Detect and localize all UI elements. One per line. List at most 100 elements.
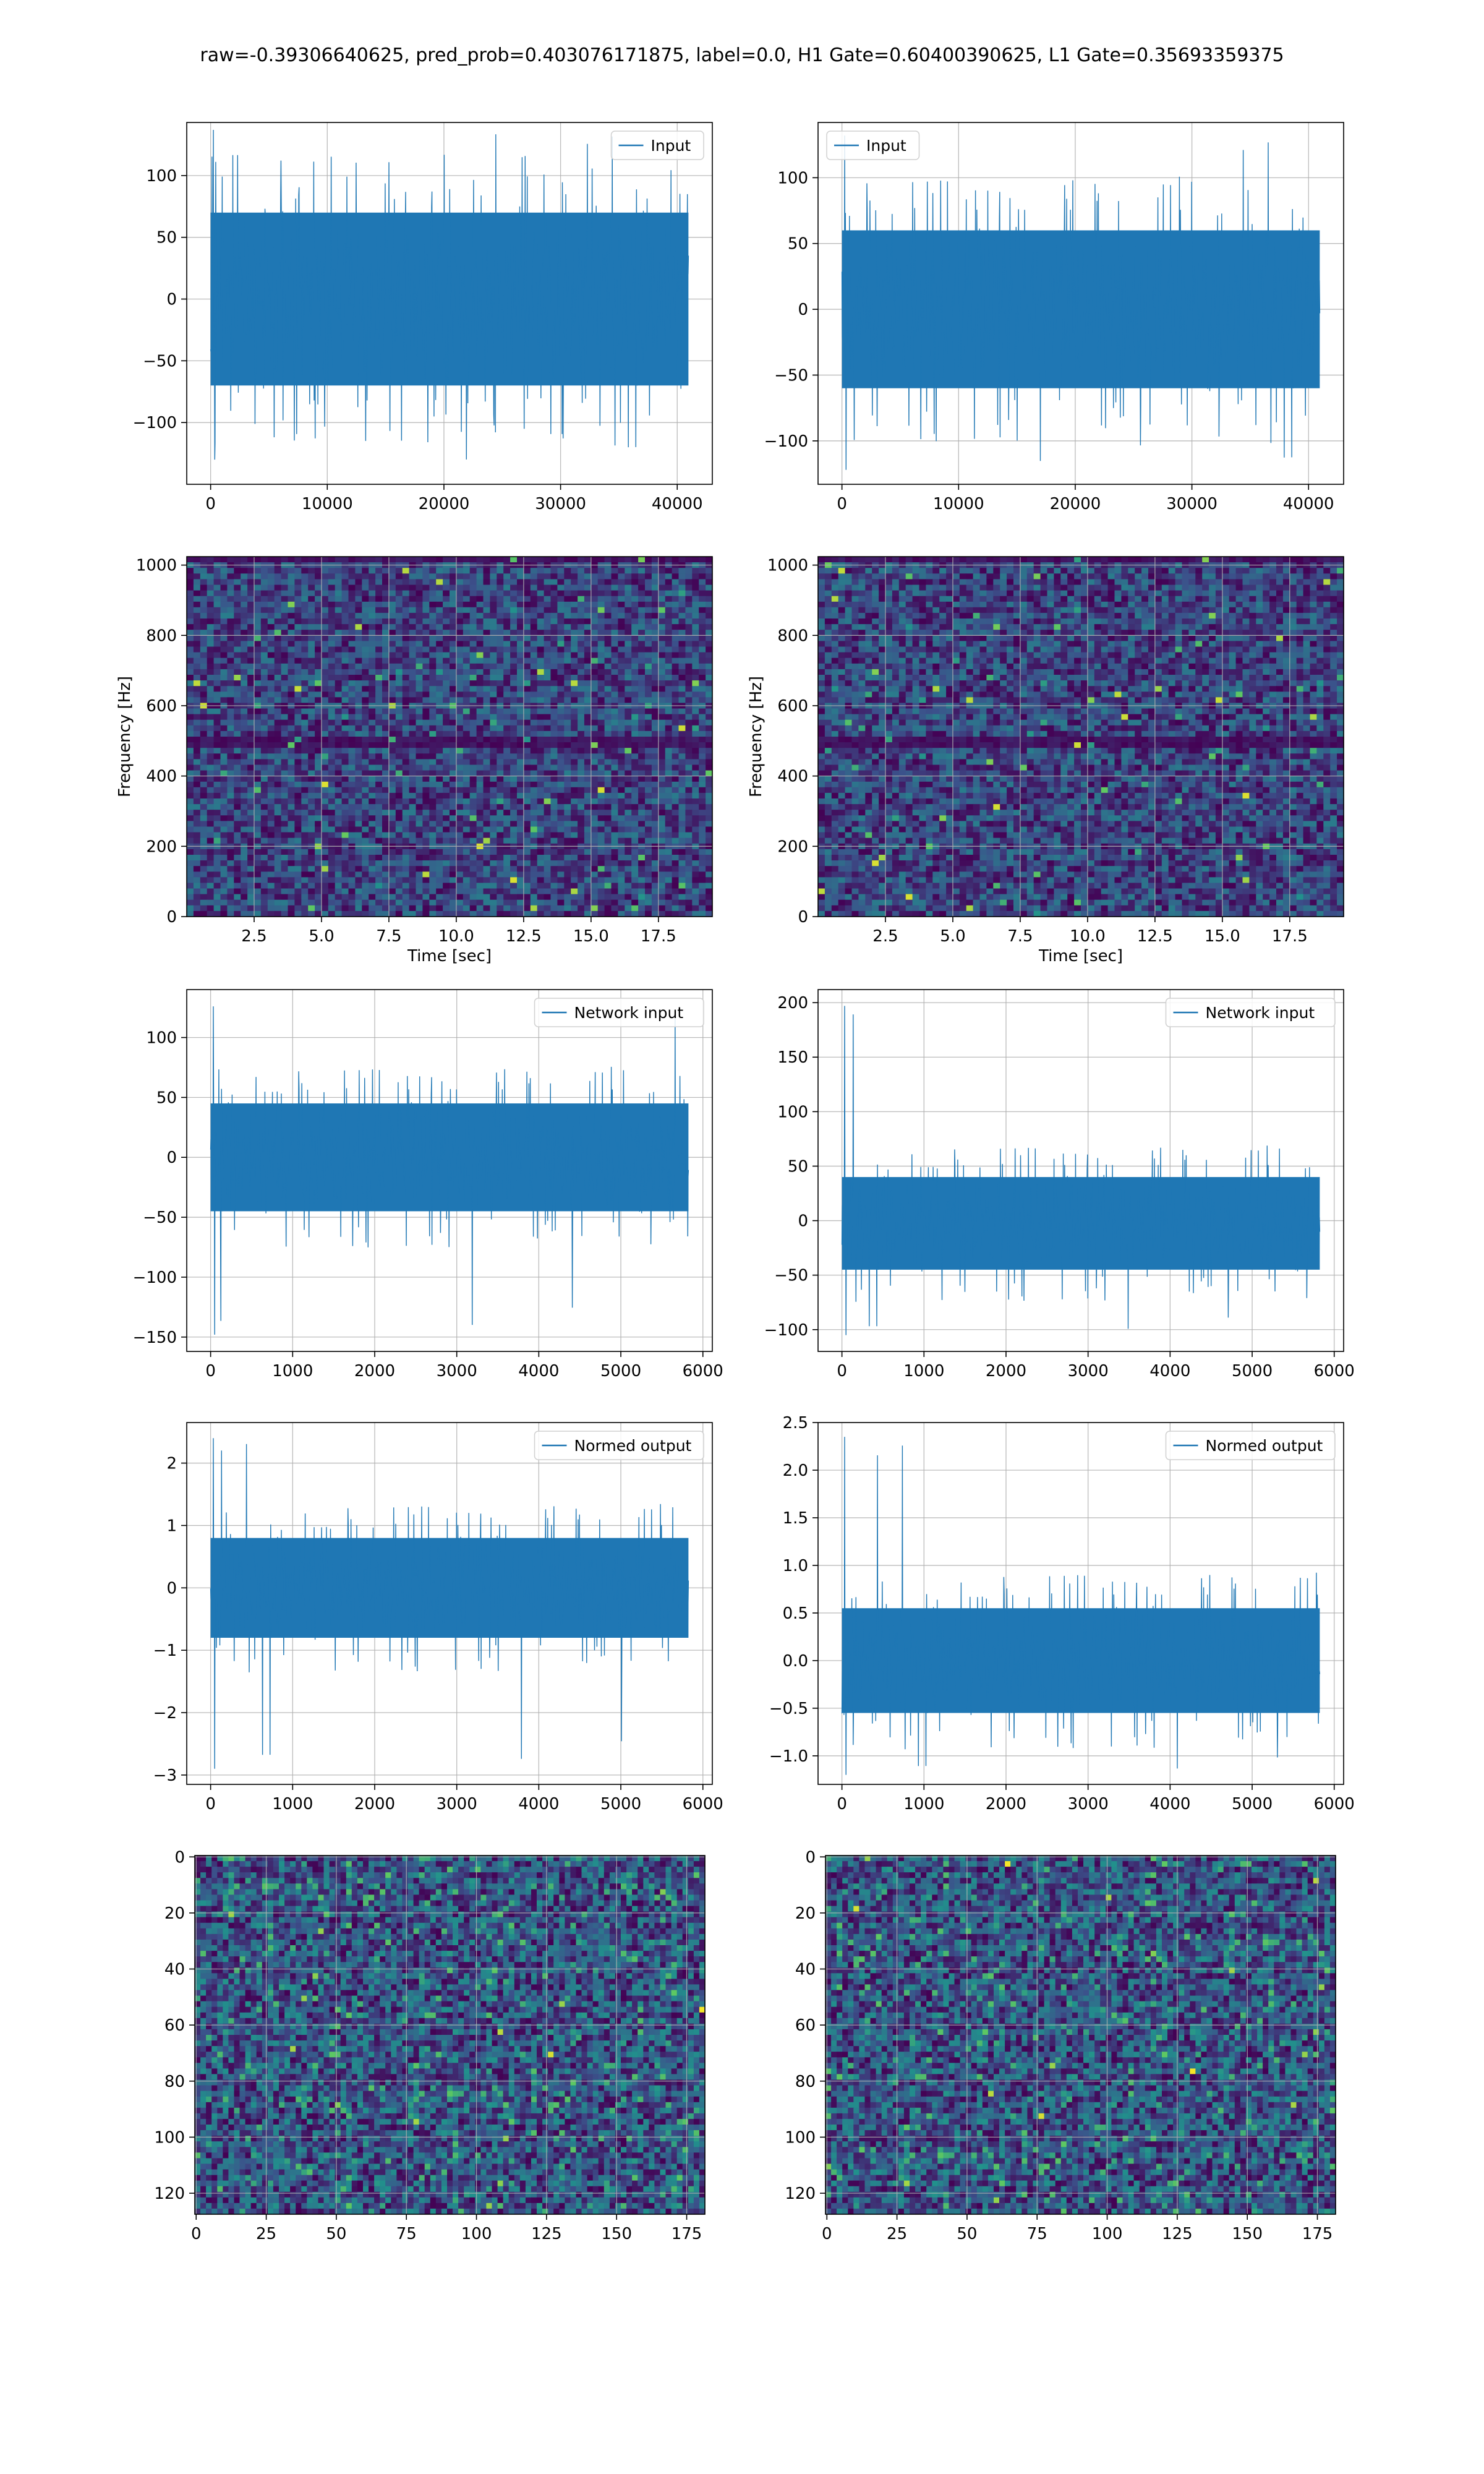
spectrogram-cell — [389, 815, 396, 821]
spectrogram-cell — [605, 900, 612, 906]
spectrogram-cell — [194, 557, 201, 563]
spectrogram-cell — [692, 866, 699, 872]
spectrogram-cell — [605, 748, 612, 754]
spectrogram-cell — [422, 568, 430, 574]
spectrogram-cell — [484, 877, 491, 883]
spectrogram-cell — [342, 759, 349, 765]
spectrogram-cell — [275, 709, 282, 715]
spectrogram-cell — [227, 635, 234, 641]
spectrogram-cell — [375, 855, 383, 861]
spectrogram-cell — [234, 771, 241, 777]
spectrogram-cell — [463, 664, 471, 670]
spectrogram-cell — [194, 737, 201, 743]
spectrogram-cell — [369, 624, 376, 630]
spectrogram-cell — [396, 787, 403, 794]
spectrogram-cell — [706, 849, 713, 855]
spectrogram-cell — [477, 753, 484, 760]
spectrogram-cell — [322, 658, 329, 664]
spectrogram-cell — [638, 641, 646, 647]
spectrogram-cell — [422, 596, 430, 602]
spectrogram-cell — [194, 613, 201, 619]
spectrogram-cell — [652, 798, 659, 805]
spectrogram-cell — [537, 647, 545, 653]
spectrogram-cell — [335, 680, 343, 687]
spectrogram-cell — [497, 860, 504, 867]
spectrogram-cell — [315, 866, 322, 872]
spectrogram-cell — [342, 714, 349, 721]
spectrogram-cell — [456, 680, 464, 687]
spectrogram-cell — [503, 883, 511, 889]
spectrogram-cell — [645, 726, 652, 732]
spectrogram-cell — [584, 720, 592, 726]
spectrogram-cell — [261, 748, 268, 754]
spectrogram-cell — [557, 607, 565, 614]
spectrogram-cell — [564, 810, 571, 816]
spectrogram-cell — [443, 866, 450, 872]
spectrogram-cell — [598, 726, 605, 732]
spectrogram-cell — [443, 647, 450, 653]
spectrogram-cell — [638, 720, 646, 726]
spectrogram-cell — [301, 613, 309, 619]
spectrogram-cell — [463, 771, 471, 777]
spectrogram-cell — [470, 759, 477, 765]
spectrogram-cell — [275, 889, 282, 895]
spectrogram-cell — [679, 618, 686, 625]
spectrogram-cell — [261, 585, 268, 591]
spectrogram-cell — [456, 675, 464, 681]
spectrogram-cell — [422, 664, 430, 670]
spectrogram-cell — [470, 771, 477, 777]
spectrogram-cell — [247, 833, 255, 839]
spectrogram-cell — [463, 596, 471, 602]
spectrogram-cell — [275, 753, 282, 760]
spectrogram-cell — [524, 877, 531, 883]
spectrogram-cell — [503, 686, 511, 692]
spectrogram-cell — [645, 585, 652, 591]
spectrogram-cell — [659, 860, 666, 867]
spectrogram-cell — [187, 889, 194, 895]
spectrogram-cell — [652, 635, 659, 641]
spectrogram-cell — [200, 579, 208, 585]
spectrogram-cell — [692, 591, 699, 597]
spectrogram-cell — [308, 833, 315, 839]
spectrogram-cell — [342, 653, 349, 659]
spectrogram-cell — [375, 658, 383, 664]
spectrogram-cell — [517, 675, 524, 681]
spectrogram-cell — [382, 849, 390, 855]
spectrogram-cell — [349, 737, 356, 743]
spectrogram-cell — [221, 871, 228, 878]
spectrogram-cell — [503, 647, 511, 653]
spectrogram-cell — [591, 833, 599, 839]
spectrogram-cell — [685, 905, 693, 912]
spectrogram-cell — [288, 753, 296, 760]
spectrogram-cell — [544, 889, 552, 895]
spectrogram-cell — [605, 877, 612, 883]
spectrogram-cell — [503, 630, 511, 636]
spectrogram-cell — [531, 804, 538, 810]
spectrogram-cell — [456, 753, 464, 760]
spectrogram-cell — [557, 753, 565, 760]
spectrogram-cell — [497, 833, 504, 839]
spectrogram-cell — [200, 742, 208, 748]
spectrogram-cell — [241, 776, 248, 782]
spectrogram-cell — [456, 883, 464, 889]
spectrogram-cell — [322, 557, 329, 563]
spectrogram-cell — [254, 664, 262, 670]
spectrogram-cell — [214, 680, 221, 687]
spectrogram-cell — [349, 669, 356, 675]
spectrogram-cell — [308, 815, 315, 821]
spectrogram-cell — [652, 900, 659, 906]
spectrogram-cell — [396, 821, 403, 827]
spectrogram-cell — [706, 866, 713, 872]
spectrogram-cell — [531, 726, 538, 732]
spectrogram-cell — [342, 697, 349, 703]
spectrogram-cell — [659, 804, 666, 810]
spectrogram-cell — [584, 686, 592, 692]
spectrogram-cell — [375, 742, 383, 748]
spectrogram-cell — [342, 664, 349, 670]
spectrogram-cell — [247, 607, 255, 614]
spectrogram-cell — [524, 860, 531, 867]
spectrogram-cell — [301, 664, 309, 670]
spectrogram-cell — [456, 613, 464, 619]
spectrogram-cell — [275, 573, 282, 580]
spectrogram-cell — [490, 568, 497, 574]
